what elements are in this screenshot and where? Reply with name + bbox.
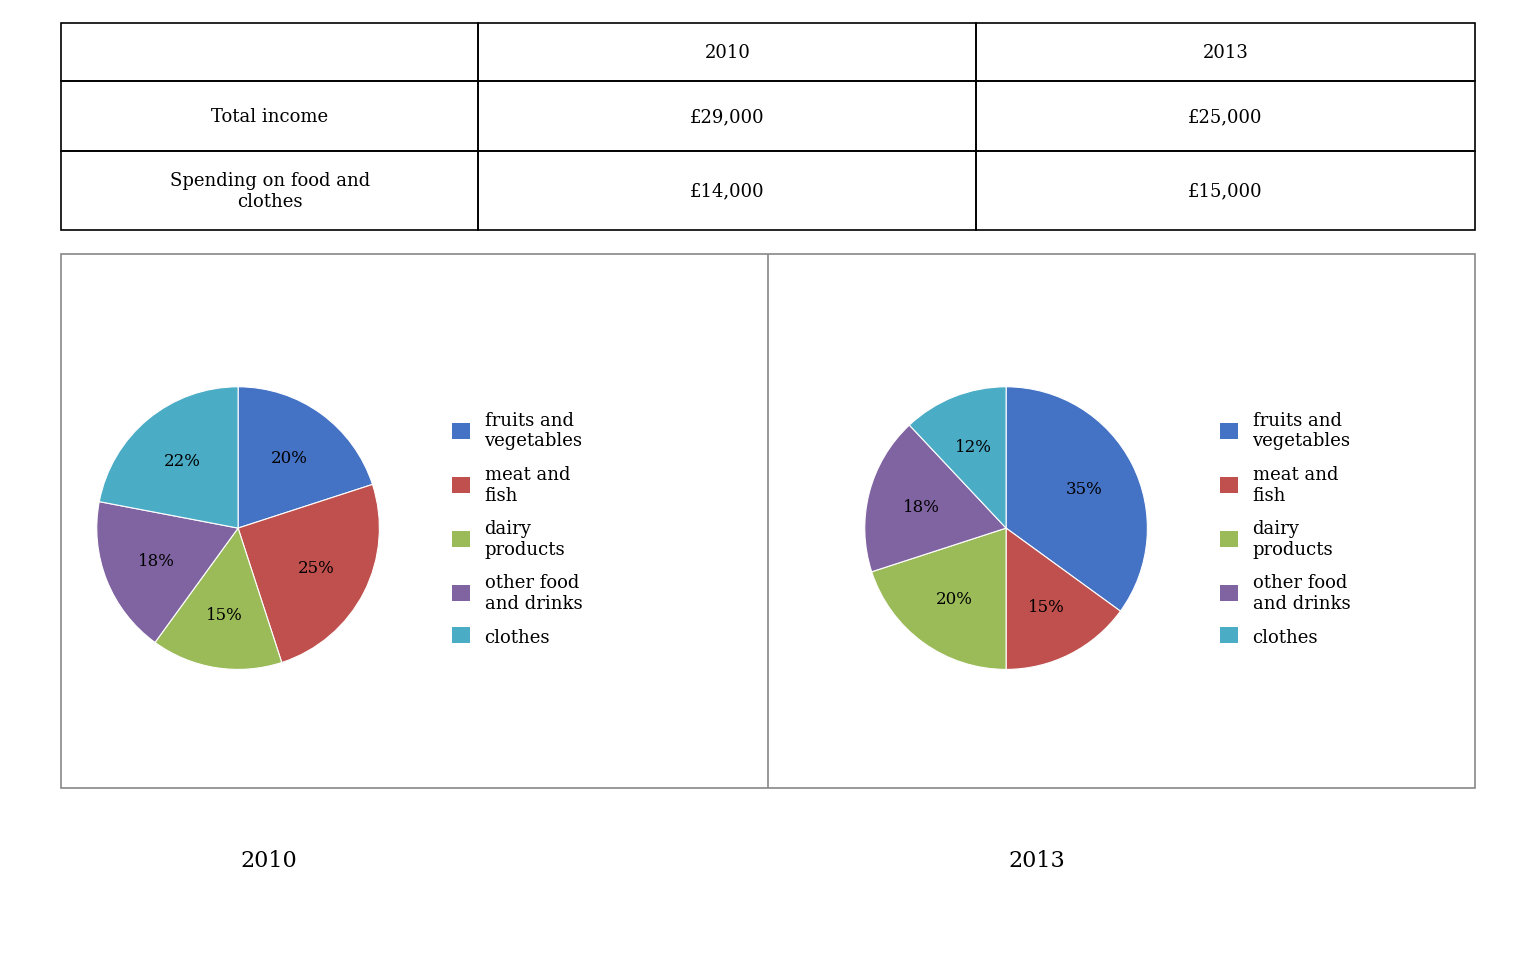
Text: 18%: 18% [138,553,175,569]
Wedge shape [1006,387,1147,611]
Text: 2010: 2010 [705,44,750,62]
Wedge shape [100,387,238,529]
Text: 25%: 25% [298,560,335,577]
Text: 2013: 2013 [1009,850,1064,871]
Text: 15%: 15% [1028,598,1064,615]
Bar [977,24,1475,82]
Wedge shape [238,387,372,529]
Bar [61,82,478,152]
Bar [61,24,478,82]
Legend: fruits and
vegetables, meat and
fish, dairy
products, other food
and drinks, clo: fruits and vegetables, meat and fish, da… [1220,411,1350,646]
Legend: fruits and
vegetables, meat and
fish, dairy
products, other food
and drinks, clo: fruits and vegetables, meat and fish, da… [452,411,582,646]
Wedge shape [97,502,238,643]
Text: 12%: 12% [955,438,992,456]
Wedge shape [865,426,1006,572]
Text: Spending on food and
clothes: Spending on food and clothes [170,172,370,210]
Text: 22%: 22% [164,453,201,470]
Bar [478,152,977,231]
Bar [977,82,1475,152]
Text: 18%: 18% [903,499,940,515]
Wedge shape [155,529,281,670]
Text: £29,000: £29,000 [690,108,765,126]
Wedge shape [238,485,379,663]
Text: 20%: 20% [272,449,309,466]
Text: 2013: 2013 [1203,44,1249,62]
Wedge shape [872,529,1006,670]
Text: 2010: 2010 [241,850,296,871]
Text: 20%: 20% [935,591,972,608]
Text: £14,000: £14,000 [690,183,765,201]
Bar [977,152,1475,231]
Text: £25,000: £25,000 [1189,108,1263,126]
Text: Total income: Total income [212,108,329,126]
Text: 15%: 15% [206,606,243,624]
Bar [61,152,478,231]
Bar [478,82,977,152]
Wedge shape [909,387,1006,529]
Text: 35%: 35% [1066,480,1103,497]
Text: £15,000: £15,000 [1189,183,1263,201]
Wedge shape [1006,529,1120,670]
Bar [478,24,977,82]
